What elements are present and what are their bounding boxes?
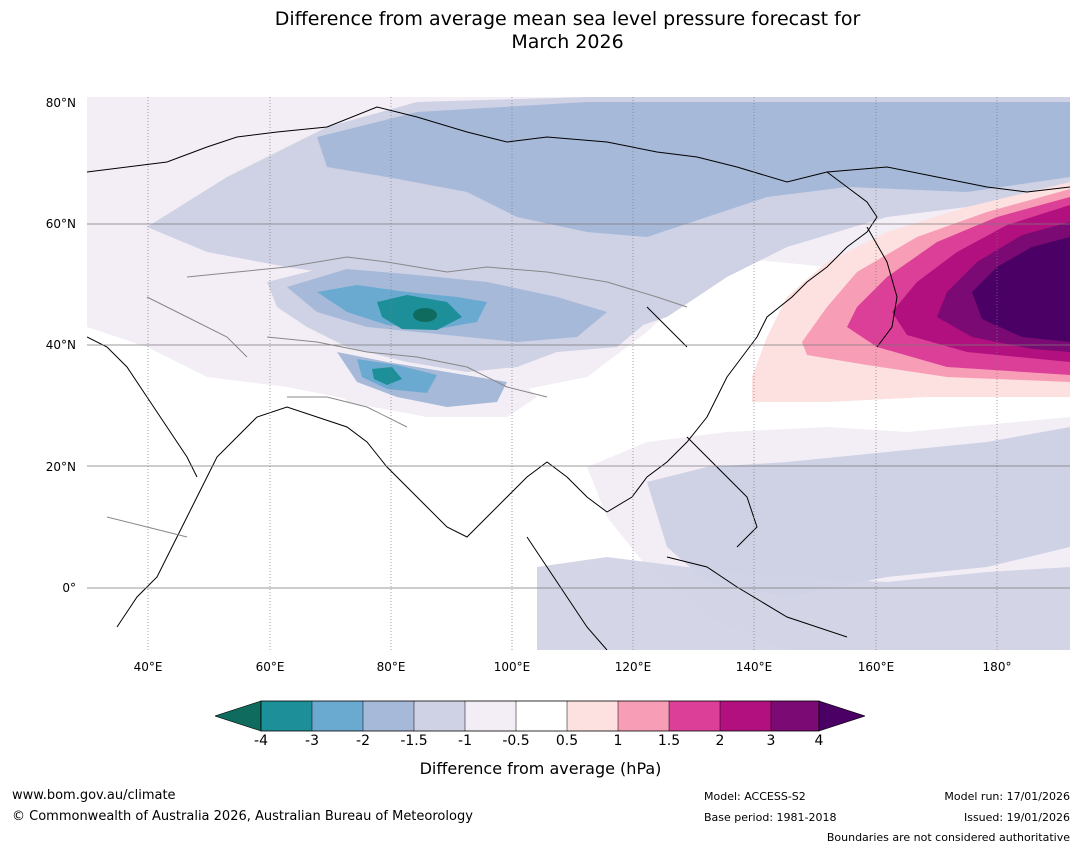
disclaimer-text: Boundaries are not considered authoritat…	[826, 831, 1070, 844]
field-m1-south	[537, 557, 1070, 650]
colorbar-bin	[414, 701, 465, 731]
colorbar	[214, 700, 866, 732]
colorbar-tick: -4	[254, 733, 268, 749]
lon-label-160e: 160°E	[857, 660, 895, 674]
website-link[interactable]: www.bom.gov.au/climate	[12, 788, 176, 803]
colorbar-tick: 0.5	[555, 733, 579, 749]
model-text: Model: ACCESS-S2	[704, 790, 806, 803]
pressure-anomaly-map	[87, 97, 1070, 650]
lat-label-40n: 40°N	[45, 338, 76, 352]
lon-label-120e: 120°E	[614, 660, 652, 674]
colorbar-tick: -1	[458, 733, 472, 749]
colorbar-bin	[516, 701, 567, 731]
lon-label-80e: 80°E	[376, 660, 406, 674]
lat-label-60n: 60°N	[45, 217, 76, 231]
colorbar-bin	[465, 701, 516, 731]
lon-label-180: 180°	[982, 660, 1012, 674]
title-line-1: Difference from average mean sea level p…	[274, 8, 861, 30]
lon-label-40e: 40°E	[133, 660, 163, 674]
lat-label-0: 0°	[62, 581, 76, 595]
colorbar-tick: -2	[356, 733, 370, 749]
base-period-text: Base period: 1981-2018	[704, 811, 837, 824]
lon-label-100e: 100°E	[493, 660, 531, 674]
gridlines	[87, 97, 1070, 650]
colorbar-tick: 2	[715, 733, 725, 749]
model-run-text: Model run: 17/01/2026	[944, 790, 1070, 803]
coastlines	[87, 106, 1070, 650]
colorbar-extend-low	[214, 700, 262, 732]
colorbar-tick: 1.5	[657, 733, 681, 749]
field-m1-pacific	[647, 427, 1070, 597]
colorbar-label: Difference from average (hPa)	[419, 759, 662, 778]
colorbar-tick: 4	[814, 733, 824, 749]
field-p4	[972, 237, 1070, 342]
field-m15-north	[317, 102, 1070, 237]
colorbar-tick: -1.5	[400, 733, 428, 749]
copyright-text: © Commonwealth of Australia 2026, Austra…	[12, 809, 473, 824]
colorbar-tick: 3	[766, 733, 776, 749]
chart-title: Difference from average mean sea level p…	[0, 8, 1081, 54]
anomaly-fields	[87, 97, 1070, 650]
lon-label-140e: 140°E	[735, 660, 773, 674]
colorbar-bin	[312, 701, 363, 731]
colorbar-bin	[261, 701, 312, 731]
colorbar-tick: 1	[613, 733, 623, 749]
colorbar-bin	[363, 701, 414, 731]
colorbar-tick: -0.5	[502, 733, 530, 749]
colorbar-bin	[618, 701, 669, 731]
lon-label-60e: 60°E	[255, 660, 285, 674]
colorbar-tick: -3	[305, 733, 319, 749]
field-m4-central	[413, 308, 437, 322]
colorbar-bin	[669, 701, 720, 731]
colorbar-extend-high	[818, 700, 866, 732]
colorbar-bin	[771, 701, 819, 731]
colorbar-bin	[720, 701, 771, 731]
field-m3-tibet	[372, 367, 402, 385]
colorbar-bin	[567, 701, 618, 731]
issued-text: Issued: 19/01/2026	[963, 811, 1070, 824]
lat-label-20n: 20°N	[45, 460, 76, 474]
lat-label-80n: 80°N	[45, 96, 76, 110]
title-line-2: March 2026	[511, 31, 624, 53]
